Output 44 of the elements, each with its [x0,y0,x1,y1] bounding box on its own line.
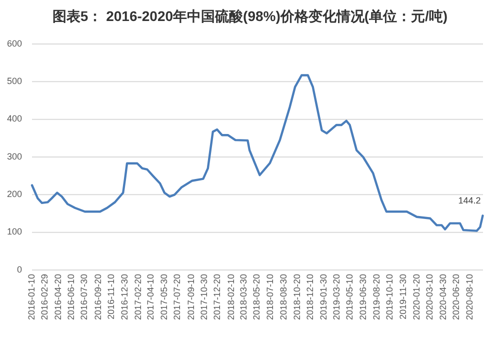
x-tick-label: 2016-12-30 [119,274,130,320]
x-tick-label: 2019-01-30 [318,274,328,320]
x-tick-label: 2019-03-20 [331,274,342,320]
x-tick-label: 2019-05-10 [344,274,355,320]
x-tick-label: 2016-06-10 [66,274,76,320]
x-tick-label: 2019-08-20 [371,274,382,320]
x-tick-label: 2018-05-20 [252,274,262,320]
x-tick-label: 2018-12-10 [305,274,316,320]
x-tick-label: 2016-04-20 [52,274,63,320]
x-tick-label: 2017-05-30 [158,274,169,320]
data-label: 144.2 [458,196,481,206]
x-tick-label: 2016-01-10 [26,274,36,320]
x-tick-label: 2017-09-10 [186,274,196,320]
line-series [30,74,484,232]
x-tick-label: 2016-02-29 [39,274,50,320]
y-tick-label: 100 [6,226,22,237]
y-tick-label: 0 [16,264,22,274]
x-tick-label: 2020-06-20 [451,274,462,320]
x-tick-label: 2020-08-10 [464,274,475,320]
x-tick-label: 2019-06-30 [358,274,368,320]
y-tick-label: 400 [6,114,22,124]
y-tick-label: 600 [6,38,22,48]
x-tick-label: 2016-11-10 [106,274,116,320]
x-tick-label: 2018-10-20 [292,274,302,320]
x-tick-label: 2018-02-10 [226,274,236,320]
y-tick-label: 200 [6,189,22,200]
x-tick-label: 2019-11-30 [398,274,408,320]
x-tick-label: 2020-01-20 [411,274,422,320]
x-tick-label: 2016-07-30 [79,274,90,320]
x-tick-label: 2017-04-10 [146,274,156,320]
x-tick-label: 2018-03-30 [238,274,248,320]
x-tick-label: 2016-09-20 [92,274,103,320]
x-tick-label: 2018-08-30 [278,274,288,320]
y-tick-label: 500 [6,76,22,86]
x-tick-label: 2017-02-20 [132,274,143,320]
x-tick-label: 2017-10-30 [198,274,209,320]
chart-title: 图表5： 2016-2020年中国硫酸(98%)价格变化情况(单位：元/吨) [52,8,448,24]
y-tick-label: 300 [6,151,22,162]
x-tick-label: 2020-04-30 [438,274,448,320]
x-tick-label: 2017-12-20 [212,274,222,320]
x-tick-label: 2019-10-10 [384,274,395,320]
x-tick-label: 2017-07-20 [172,274,182,320]
x-tick-label: 2020-03-10 [424,274,434,320]
x-tick-label: 2018-07-10 [265,274,276,320]
